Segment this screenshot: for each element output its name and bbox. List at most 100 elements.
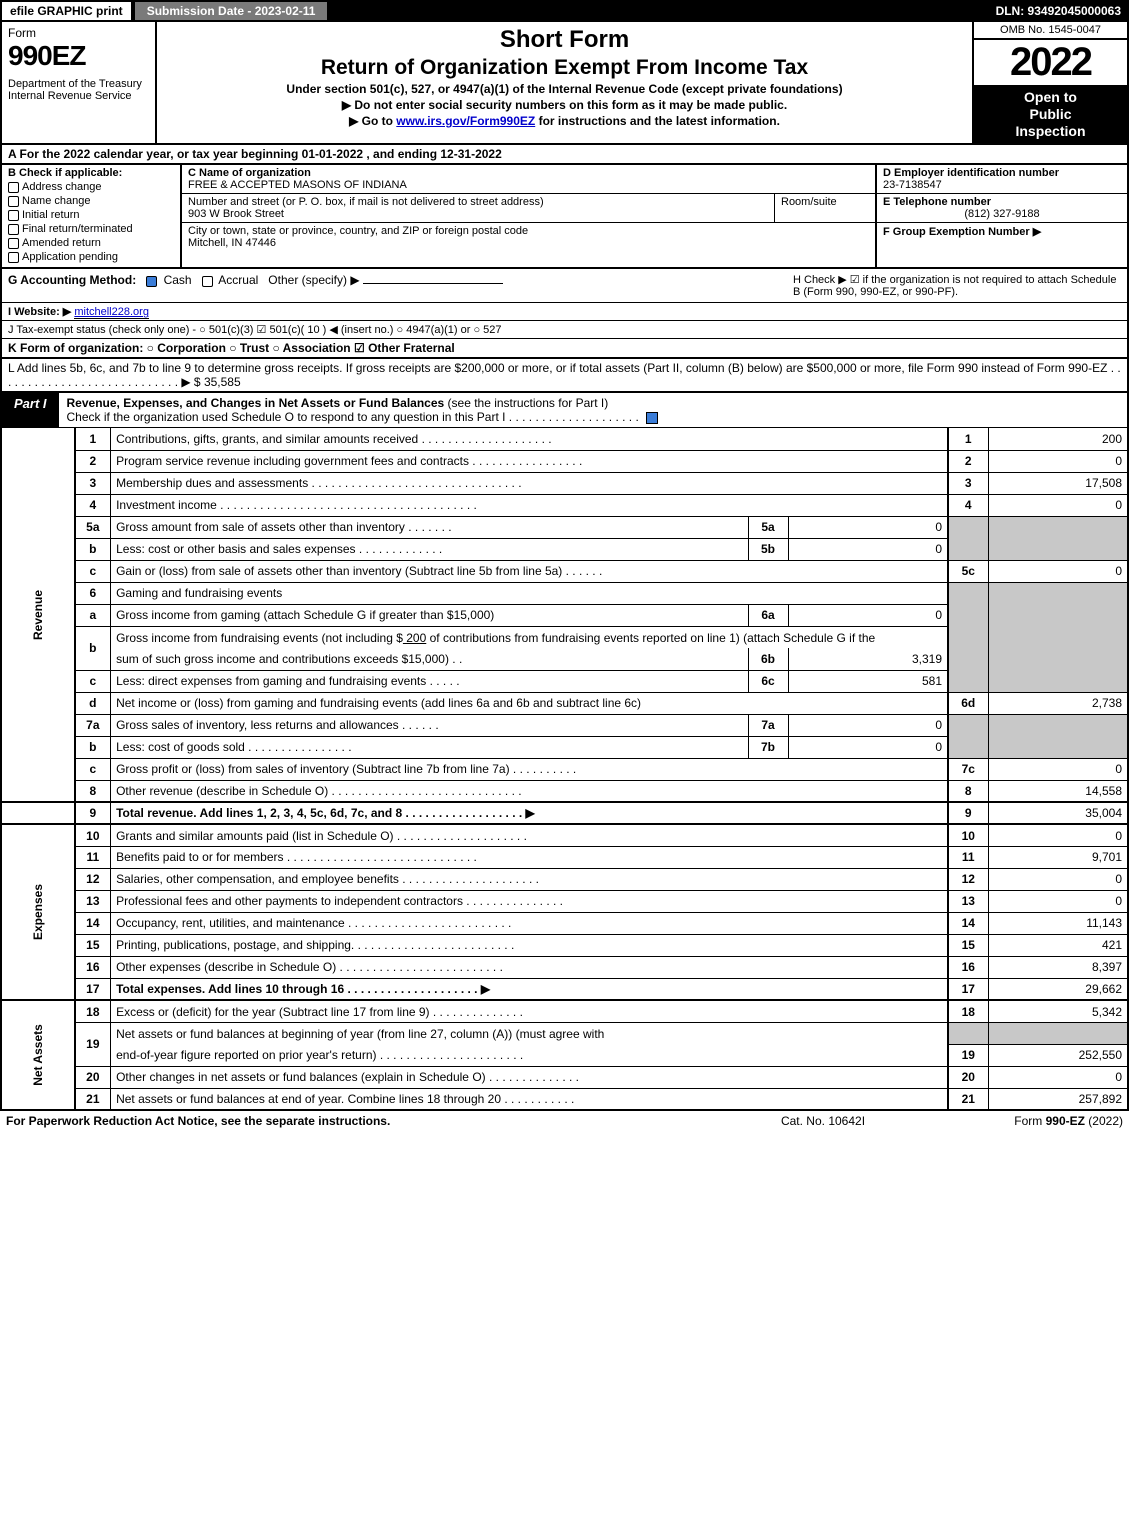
chk-name-change[interactable]: Name change [8,195,174,207]
chk-amended-return[interactable]: Amended return [8,237,174,249]
ln-16-cell: 16 [948,956,988,978]
org-city: Mitchell, IN 47446 [188,237,276,249]
ln-5c-cell: 5c [948,560,988,582]
page-footer: For Paperwork Reduction Act Notice, see … [0,1111,1129,1131]
chk-initial-return[interactable]: Initial return [8,209,174,221]
ln-16-desc: Other expenses (describe in Schedule O) … [111,956,948,978]
ln-1-cell: 1 [948,428,988,450]
ln-19-no: 19 [75,1022,111,1066]
c-name-label: C Name of organization [188,167,311,179]
form-header: Form 990EZ Department of the Treasury In… [0,22,1129,145]
org-address: 903 W Brook Street [188,208,284,220]
ln-17-cell: 17 [948,978,988,1000]
ln-3-cell: 3 [948,472,988,494]
column-c: C Name of organization FREE & ACCEPTED M… [182,165,877,267]
ln-5a-sub: 5a [748,516,788,538]
ln-7c-desc: Gross profit or (loss) from sales of inv… [111,758,948,780]
ln-6-shade-val [988,582,1128,692]
ln-7a-subval: 0 [788,714,948,736]
line-13: 13Professional fees and other payments t… [1,890,1128,912]
ln-19-shade-val [988,1022,1128,1044]
ln-10-cell: 10 [948,824,988,846]
ln-4-val: 0 [988,494,1128,516]
ln-4-cell: 4 [948,494,988,516]
ln-13-desc: Professional fees and other payments to … [111,890,948,912]
ln-7b-no: b [75,736,111,758]
ln-5b-sub: 5b [748,538,788,560]
line-6d: d Net income or (loss) from gaming and f… [1,692,1128,714]
ln-18-val: 5,342 [988,1000,1128,1022]
ln-1-desc: Contributions, gifts, grants, and simila… [111,428,948,450]
ln-13-cell: 13 [948,890,988,912]
ln-9-cell: 9 [948,802,988,824]
ln-7c-val: 0 [988,758,1128,780]
chk-application-pending[interactable]: Application pending [8,251,174,263]
revenue-sidelabel: Revenue [1,428,75,802]
line-11: 11Benefits paid to or for members . . . … [1,846,1128,868]
ln-20-desc: Other changes in net assets or fund bala… [111,1066,948,1088]
ln-10-no: 10 [75,824,111,846]
ln-9-val: 35,004 [988,802,1128,824]
ln-21-cell: 21 [948,1088,988,1110]
org-name: FREE & ACCEPTED MASONS OF INDIANA [188,179,407,191]
header-center: Short Form Return of Organization Exempt… [157,22,972,143]
ln-21-no: 21 [75,1088,111,1110]
ln-19-d1: Net assets or fund balances at beginning… [111,1022,948,1044]
irs-label: Internal Revenue Service [8,90,149,102]
section-bcd: B Check if applicable: Address change Na… [0,165,1129,269]
ln-5c-val: 0 [988,560,1128,582]
footer-form: 990-EZ [1046,1114,1085,1128]
ln-5b-desc: Less: cost or other basis and sales expe… [111,538,748,560]
ln-6b-desc-top: Gross income from fundraising events (no… [111,626,948,648]
ln-18-desc: Excess or (deficit) for the year (Subtra… [111,1000,948,1022]
ln-3-val: 17,508 [988,472,1128,494]
ln-9-no: 9 [75,802,111,824]
grp-label: F Group Exemption Number ▶ [883,226,1041,238]
line-10: Expenses 10 Grants and similar amounts p… [1,824,1128,846]
ln-6b-amt: 200 [403,631,426,645]
header-right: OMB No. 1545-0047 2022 Open to Public In… [972,22,1127,143]
part-i-title: Revenue, Expenses, and Changes in Net As… [67,396,445,410]
ln-21-val: 257,892 [988,1088,1128,1110]
addr-label: Number and street (or P. O. box, if mail… [188,196,544,208]
ln-19-shade-no [948,1022,988,1044]
city-label: City or town, state or province, country… [188,225,528,237]
chk-final-return[interactable]: Final return/terminated [8,223,174,235]
schedule-o-checkbox[interactable] [646,412,658,424]
ln-6a-subval: 0 [788,604,948,626]
ssn-warning: ▶ Do not enter social security numbers o… [165,98,964,112]
ln-17-val: 29,662 [988,978,1128,1000]
ln-10-desc: Grants and similar amounts paid (list in… [111,824,948,846]
ln-19-cell: 19 [948,1044,988,1066]
goto-link[interactable]: www.irs.gov/Form990EZ [396,114,535,128]
ln-8-val: 14,558 [988,780,1128,802]
row-j-tax-exempt: J Tax-exempt status (check only one) - ○… [0,321,1129,339]
ln-18-no: 18 [75,1000,111,1022]
chk-label-amended: Amended return [22,237,101,249]
ln-7-shade-no [948,714,988,758]
netassets-sidelabel: Net Assets [1,1000,75,1110]
footer-prefix: Form [1014,1114,1045,1128]
efile-print-button[interactable]: efile GRAPHIC print [0,0,133,22]
b-label: B Check if applicable: [8,167,174,179]
ln-6c-desc: Less: direct expenses from gaming and fu… [111,670,748,692]
title-short-form: Short Form [165,26,964,54]
chk-cash[interactable] [146,276,157,287]
ln-2-cell: 2 [948,450,988,472]
line-9: 9 Total revenue. Add lines 1, 2, 3, 4, 5… [1,802,1128,824]
part-i-header: Part I Revenue, Expenses, and Changes in… [0,393,1129,428]
line-7a: 7a Gross sales of inventory, less return… [1,714,1128,736]
ln-14-no: 14 [75,912,111,934]
ln-6b-d2: of contributions from fundraising events… [426,631,875,645]
ln-16-no: 16 [75,956,111,978]
column-b: B Check if applicable: Address change Na… [2,165,182,267]
submission-date-button[interactable]: Submission Date - 2023-02-11 [133,0,330,22]
row-l-gross-receipts: L Add lines 5b, 6c, and 7b to line 9 to … [0,359,1129,393]
other-specify-line[interactable] [363,283,503,284]
l-amount: 35,585 [201,375,241,389]
footer-formref: Form 990-EZ (2022) [923,1114,1123,1128]
website-link[interactable]: mitchell228.org [74,306,149,319]
chk-accrual[interactable] [202,276,213,287]
chk-address-change[interactable]: Address change [8,181,174,193]
ln-5ab-shade-val [988,516,1128,560]
